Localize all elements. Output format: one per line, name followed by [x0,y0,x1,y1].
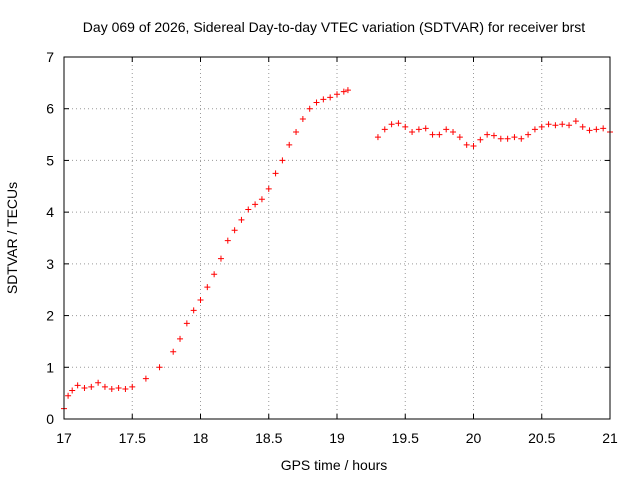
data-point [238,216,245,223]
data-point [286,141,293,148]
x-axis-label: GPS time / hours [281,457,388,473]
data-point [211,271,218,278]
data-point [74,382,81,389]
data-point [525,131,532,138]
x-tick-label: 20 [466,430,482,446]
axis-tick-labels: 17 17.5 18 18.5 19 19.5 20 20.5 21 0 1 2 3 4 5 6 7 [46,49,618,446]
x-tick-label: 17.5 [119,430,146,446]
data-point [429,131,436,138]
data-point [320,96,327,103]
data-point [101,383,108,390]
data-point [340,88,347,95]
data-point [170,348,177,355]
data-point [538,123,545,130]
data-point [334,91,340,98]
y-axis-label: SDTVAR / TECUs [4,182,20,294]
data-point [245,206,252,213]
data-point [327,94,334,101]
data-point [504,135,511,142]
data-point [572,118,579,125]
data-point [252,201,259,208]
data-point [299,116,306,123]
data-point [470,142,477,149]
chart-title: Day 069 of 2026, Sidereal Day-to-day VTE… [83,19,585,35]
x-tick-label: 19.5 [392,430,419,446]
y-tick-label: 1 [46,359,54,375]
data-point [409,128,416,135]
data-point [258,196,265,203]
x-tick-label: 20.5 [528,430,555,446]
data-point [115,384,122,391]
data-point [129,383,136,390]
data-point [69,387,76,394]
data-point [456,134,463,141]
data-point [313,99,320,106]
data-point [579,123,586,130]
x-tick-label: 18 [193,430,209,446]
data-point [484,131,491,138]
data-point [395,120,402,127]
data-point [272,170,279,177]
plot-frame [63,56,611,420]
data-point [593,126,600,133]
data-point [600,125,607,132]
data-point [511,134,518,141]
data-point [402,123,409,130]
data-point [477,136,484,143]
y-tick-label: 4 [46,204,54,220]
data-point [183,320,190,327]
data-point [559,121,566,128]
data-point [415,126,422,133]
data-point [197,297,204,304]
data-point [217,255,224,262]
data-point [552,122,559,129]
y-tick-label: 6 [46,101,54,117]
y-tick-label: 0 [46,411,54,427]
data-point [443,126,450,133]
grid [64,57,610,419]
data-point [436,131,443,138]
data-point [177,335,184,342]
data-point [204,284,211,291]
data-point [381,126,388,133]
data-point [81,384,88,391]
data-point [344,87,351,94]
x-tick-label: 17 [56,430,72,446]
data-point [279,157,286,164]
data-point [422,125,429,132]
x-tick-label: 18.5 [255,430,282,446]
data-point [190,307,197,314]
x-tick-label: 21 [602,430,618,446]
data-point [293,128,300,135]
data-point [566,122,573,129]
data-point [518,135,525,142]
data-point [374,134,381,141]
data-point [306,105,313,112]
data-point [231,227,238,234]
data-point [95,379,102,386]
data-point [450,128,457,135]
data-point [497,135,504,142]
data-point [88,383,95,390]
data-point [463,141,470,148]
data-point [122,386,129,393]
y-tick-label: 5 [46,152,54,168]
x-tick-label: 19 [329,430,345,446]
y-tick-label: 2 [46,308,54,324]
data-point [586,127,593,134]
data-point [490,132,497,139]
data-point [156,364,163,371]
y-tick-label: 7 [46,49,54,65]
data-points [61,87,613,412]
data-point [388,121,395,128]
data-point [224,237,231,244]
y-tick-label: 3 [46,256,54,272]
data-point [142,375,149,382]
data-point [108,386,115,393]
data-point [531,126,538,133]
data-point [545,121,552,128]
data-point [265,185,272,192]
data-point [65,392,72,399]
